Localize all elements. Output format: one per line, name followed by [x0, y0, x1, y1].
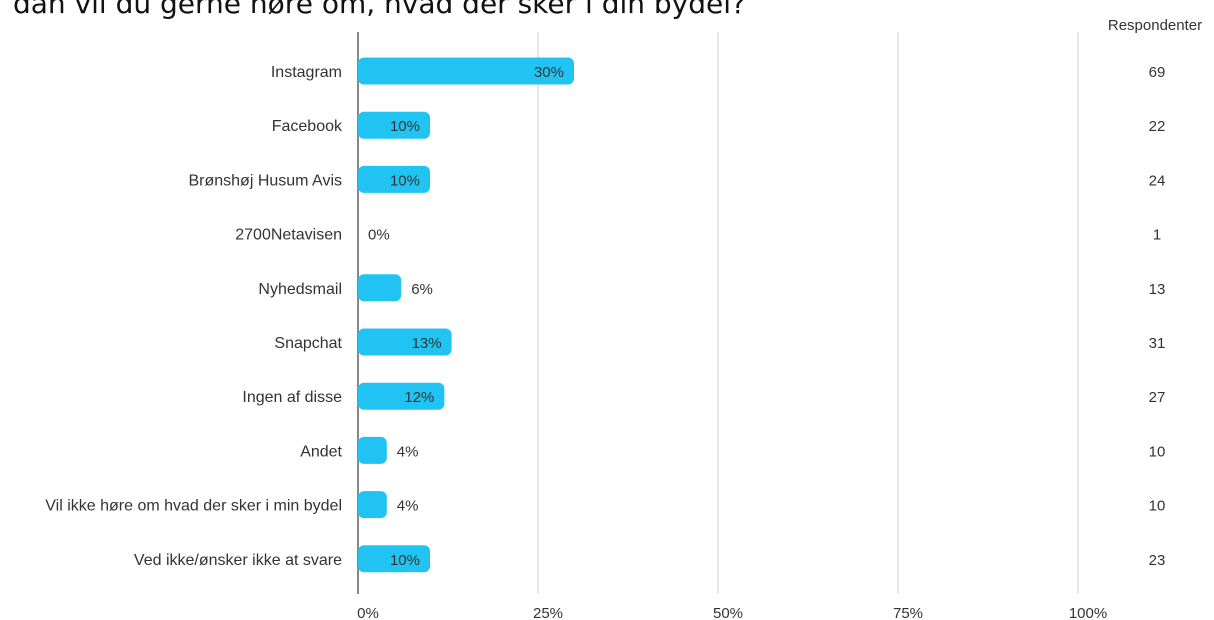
bar: [358, 545, 430, 573]
bar: [358, 382, 445, 410]
value-label: 10%: [390, 118, 420, 135]
respondents-count: 10: [1149, 443, 1166, 460]
respondents-count: 31: [1149, 335, 1166, 352]
respondents-count: 10: [1149, 498, 1166, 515]
respondents-header: Respondenter: [1108, 17, 1202, 34]
category-label: Andet: [300, 443, 342, 460]
bar: [358, 274, 402, 302]
bar: [358, 111, 430, 139]
grid-layer: [357, 32, 1079, 594]
category-label: Snapchat: [274, 335, 342, 352]
x-tick-label: 50%: [713, 605, 743, 620]
chart-title: dan vil du gerne høre om, hvad der sker …: [13, 0, 746, 20]
x-tick-label: 0%: [357, 605, 379, 620]
category-label: Instagram: [271, 64, 342, 81]
category-label: Ved ikke/ønsker ikke at svare: [134, 552, 342, 569]
value-label: 0%: [368, 227, 390, 244]
respondents-count: 27: [1149, 389, 1166, 406]
x-tick-label: 100%: [1069, 605, 1107, 620]
value-label: 10%: [390, 172, 420, 189]
category-label: Ingen af disse: [242, 389, 342, 406]
bars-layer: [358, 57, 574, 573]
value-label: 12%: [404, 389, 434, 406]
bar: [358, 436, 387, 464]
bar: [358, 57, 574, 85]
respondents-count: 24: [1149, 172, 1166, 189]
value-label: 4%: [397, 498, 419, 515]
value-label: 6%: [411, 281, 433, 298]
respondents-count: 23: [1149, 552, 1166, 569]
respondents-count: 22: [1149, 118, 1166, 135]
respondents-count: 69: [1149, 64, 1166, 81]
bar: [358, 328, 452, 356]
category-label: 2700Netavisen: [235, 227, 342, 244]
x-tick-label: 75%: [893, 605, 923, 620]
category-label: Facebook: [272, 118, 343, 135]
respondents-count: 1: [1153, 227, 1161, 244]
value-label: 10%: [390, 552, 420, 569]
x-tick-label: 25%: [533, 605, 563, 620]
respondents-count: 13: [1149, 281, 1166, 298]
value-label: 4%: [397, 443, 419, 460]
value-label: 13%: [412, 335, 442, 352]
bar: [358, 491, 387, 519]
category-label: Vil ikke høre om hvad der sker i min byd…: [45, 498, 342, 515]
category-label: Nyhedsmail: [258, 281, 342, 298]
value-label: 30%: [534, 64, 564, 81]
category-label: Brønshøj Husum Avis: [188, 172, 342, 189]
bar: [358, 165, 430, 193]
